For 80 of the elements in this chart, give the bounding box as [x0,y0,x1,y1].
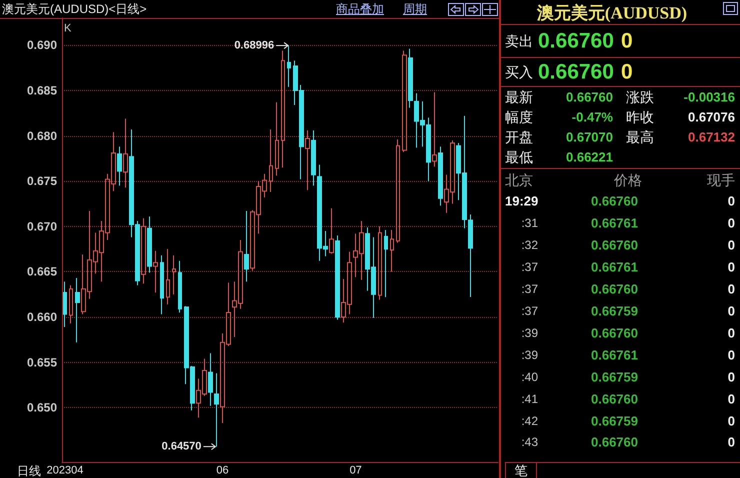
x-tick-label: 07 [350,464,362,476]
text: 昨收 [626,109,654,125]
y-tick-label: 0.665 [26,264,58,279]
text: 19:29 [505,194,538,208]
text: -0.47% [572,110,613,124]
text: 0 [728,281,735,296]
text: 涨跌 [626,89,654,105]
y-tick-label: 0.655 [26,355,58,370]
annotation: 0.64570 [162,440,202,453]
text: 周期 [403,2,427,16]
text: :37 [521,282,538,296]
text: 北京 [505,172,533,188]
text: :42 [521,414,538,428]
text: 买入 [505,64,533,80]
text: 商品叠加 [336,2,384,16]
text: 0.66760 [538,60,614,84]
text: 0.66760 [591,391,638,406]
text: 价格 [614,172,642,188]
text: 0 [728,347,735,362]
text: :31 [521,216,538,230]
text: 幅度 [505,109,533,125]
x-axis-title: 日线 [16,464,41,478]
text: :32 [521,238,538,252]
text: 现手 [707,172,735,188]
text: :40 [521,370,538,384]
text: 最新 [505,89,533,105]
text: 0 [728,434,735,450]
text: 0 [728,194,735,208]
text: 0 [728,391,735,406]
text: 最高 [626,129,654,145]
text: :39 [521,326,538,340]
text: 0 [728,303,735,318]
x-tick-label: 202304 [46,464,84,476]
text: 开盘 [505,129,533,145]
text: 0.67076 [688,110,735,124]
text: 卖出 [505,33,533,49]
text: :37 [521,304,538,318]
text: 0.66759 [591,413,638,428]
chart-title: 澳元美元(AUDUSD)<日线> [2,2,147,16]
text: 0.66759 [591,303,638,318]
text: :43 [521,435,538,450]
annotation: K [64,22,72,34]
text: 0.66761 [591,347,638,362]
text: 0.67132 [688,130,735,144]
text: 0.66759 [591,369,638,384]
text: 0.66760 [538,30,614,52]
y-tick-label: 0.675 [26,174,58,188]
text: 0.66760 [591,194,638,208]
annotation: 0.68996 [234,40,274,52]
text: 0 [728,259,735,274]
y-tick-label: 0.690 [26,38,58,52]
text: -0.00316 [684,90,735,104]
y-tick-label: 0.670 [26,219,58,234]
y-tick-label: 0.680 [26,128,58,143]
y-tick-label: 0.685 [26,83,58,98]
text: 0 [728,369,735,384]
text: 澳元美元(AUDUSD) [536,4,688,22]
text: 0.67070 [566,130,613,144]
text: 最低 [505,149,533,165]
text: 0.66760 [591,325,638,340]
text: 笔 [505,462,537,478]
text: 0 [728,215,735,230]
text: :41 [521,392,538,406]
text: 0.66760 [566,90,613,104]
text: 0 [621,60,633,84]
text: 0.66760 [591,434,638,450]
text: :37 [521,260,538,274]
text: 0 [728,413,735,428]
y-tick-label: 0.650 [26,400,58,415]
text: 0.66221 [566,150,613,164]
x-tick-label: 06 [216,464,229,476]
text: 0 [728,237,735,252]
y-tick-label: 0.660 [26,310,58,324]
text: 0 [728,325,735,340]
text: :39 [521,348,538,362]
text: 0.66761 [591,259,638,274]
text: 0.66761 [591,215,638,230]
text: 0.66760 [591,281,638,296]
text: 0 [621,30,633,52]
text: 0.66760 [591,237,638,252]
